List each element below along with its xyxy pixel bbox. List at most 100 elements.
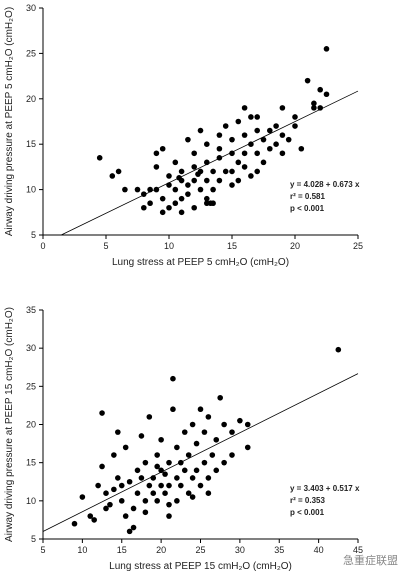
x-axis-label: Lung stress at PEEP 15 cmH₂O (cmH₂O)	[109, 561, 292, 572]
point	[189, 421, 196, 428]
annotation: r² = 0.581	[290, 192, 325, 201]
point	[235, 159, 242, 166]
y-tick-label: 15	[26, 458, 36, 468]
point	[170, 375, 176, 382]
x-tick-label: 20	[156, 545, 166, 555]
point	[241, 164, 248, 170]
point	[118, 498, 125, 504]
point	[204, 195, 210, 202]
point	[248, 173, 254, 179]
point	[244, 444, 251, 451]
point	[185, 452, 192, 458]
point	[205, 475, 212, 481]
point	[267, 127, 273, 134]
point	[147, 200, 153, 207]
point	[153, 186, 160, 193]
point	[87, 513, 94, 519]
point	[109, 173, 116, 179]
point	[189, 475, 196, 481]
point	[141, 191, 147, 197]
point	[244, 421, 251, 428]
point	[197, 186, 204, 193]
point	[142, 509, 149, 516]
point	[174, 475, 180, 481]
point	[111, 452, 117, 458]
point	[260, 159, 267, 166]
point	[79, 494, 86, 500]
point	[229, 136, 235, 143]
point	[91, 517, 97, 523]
point	[185, 490, 192, 497]
point	[217, 394, 223, 401]
point	[126, 478, 133, 485]
point	[292, 114, 298, 120]
point	[141, 204, 147, 211]
point	[254, 127, 260, 134]
point	[150, 475, 157, 481]
point	[216, 132, 223, 138]
point	[181, 467, 188, 474]
x-tick-label: 35	[274, 545, 284, 555]
point	[150, 490, 157, 497]
point	[209, 452, 216, 458]
annotation: y = 3.403 + 0.517 x	[290, 484, 360, 493]
point	[229, 168, 235, 175]
point	[153, 150, 160, 157]
point	[197, 127, 204, 134]
point	[323, 46, 330, 52]
point	[254, 114, 260, 120]
y-tick-label: 25	[26, 48, 36, 58]
y-tick-label: 10	[26, 185, 36, 195]
point	[170, 406, 176, 413]
point	[154, 452, 160, 458]
point	[107, 501, 113, 508]
annotation: r² = 0.353	[290, 496, 325, 505]
point	[162, 471, 168, 477]
point	[248, 114, 254, 120]
x-tick-label: 30	[235, 545, 245, 555]
point	[115, 168, 122, 175]
point	[317, 105, 324, 111]
x-tick-label: 45	[353, 545, 363, 555]
point	[172, 200, 179, 207]
point	[181, 429, 188, 435]
point	[138, 475, 145, 481]
point	[158, 482, 164, 489]
point	[335, 346, 342, 353]
point	[159, 145, 166, 152]
point	[222, 168, 229, 175]
point	[213, 436, 220, 443]
point	[159, 209, 166, 216]
point	[153, 164, 160, 170]
point	[178, 482, 184, 489]
point	[210, 168, 216, 175]
point	[229, 150, 235, 157]
point	[248, 141, 254, 147]
point	[237, 417, 243, 424]
point	[267, 145, 273, 152]
x-tick-label: 25	[195, 545, 205, 555]
point	[166, 501, 172, 508]
point	[216, 177, 223, 184]
point	[172, 159, 179, 166]
point	[99, 463, 105, 470]
point	[71, 520, 78, 527]
y-tick-label: 5	[31, 230, 36, 240]
trendline	[42, 373, 359, 532]
point	[311, 100, 317, 107]
point	[166, 513, 172, 519]
point	[197, 406, 204, 413]
point	[154, 463, 160, 470]
point	[229, 452, 235, 458]
point	[166, 459, 172, 466]
point	[229, 429, 235, 435]
point	[130, 524, 137, 531]
point	[122, 186, 128, 193]
point	[210, 186, 216, 193]
point	[115, 475, 121, 481]
point	[96, 155, 103, 161]
point	[178, 209, 185, 216]
point	[279, 132, 286, 138]
point	[146, 482, 153, 489]
point	[191, 150, 197, 157]
